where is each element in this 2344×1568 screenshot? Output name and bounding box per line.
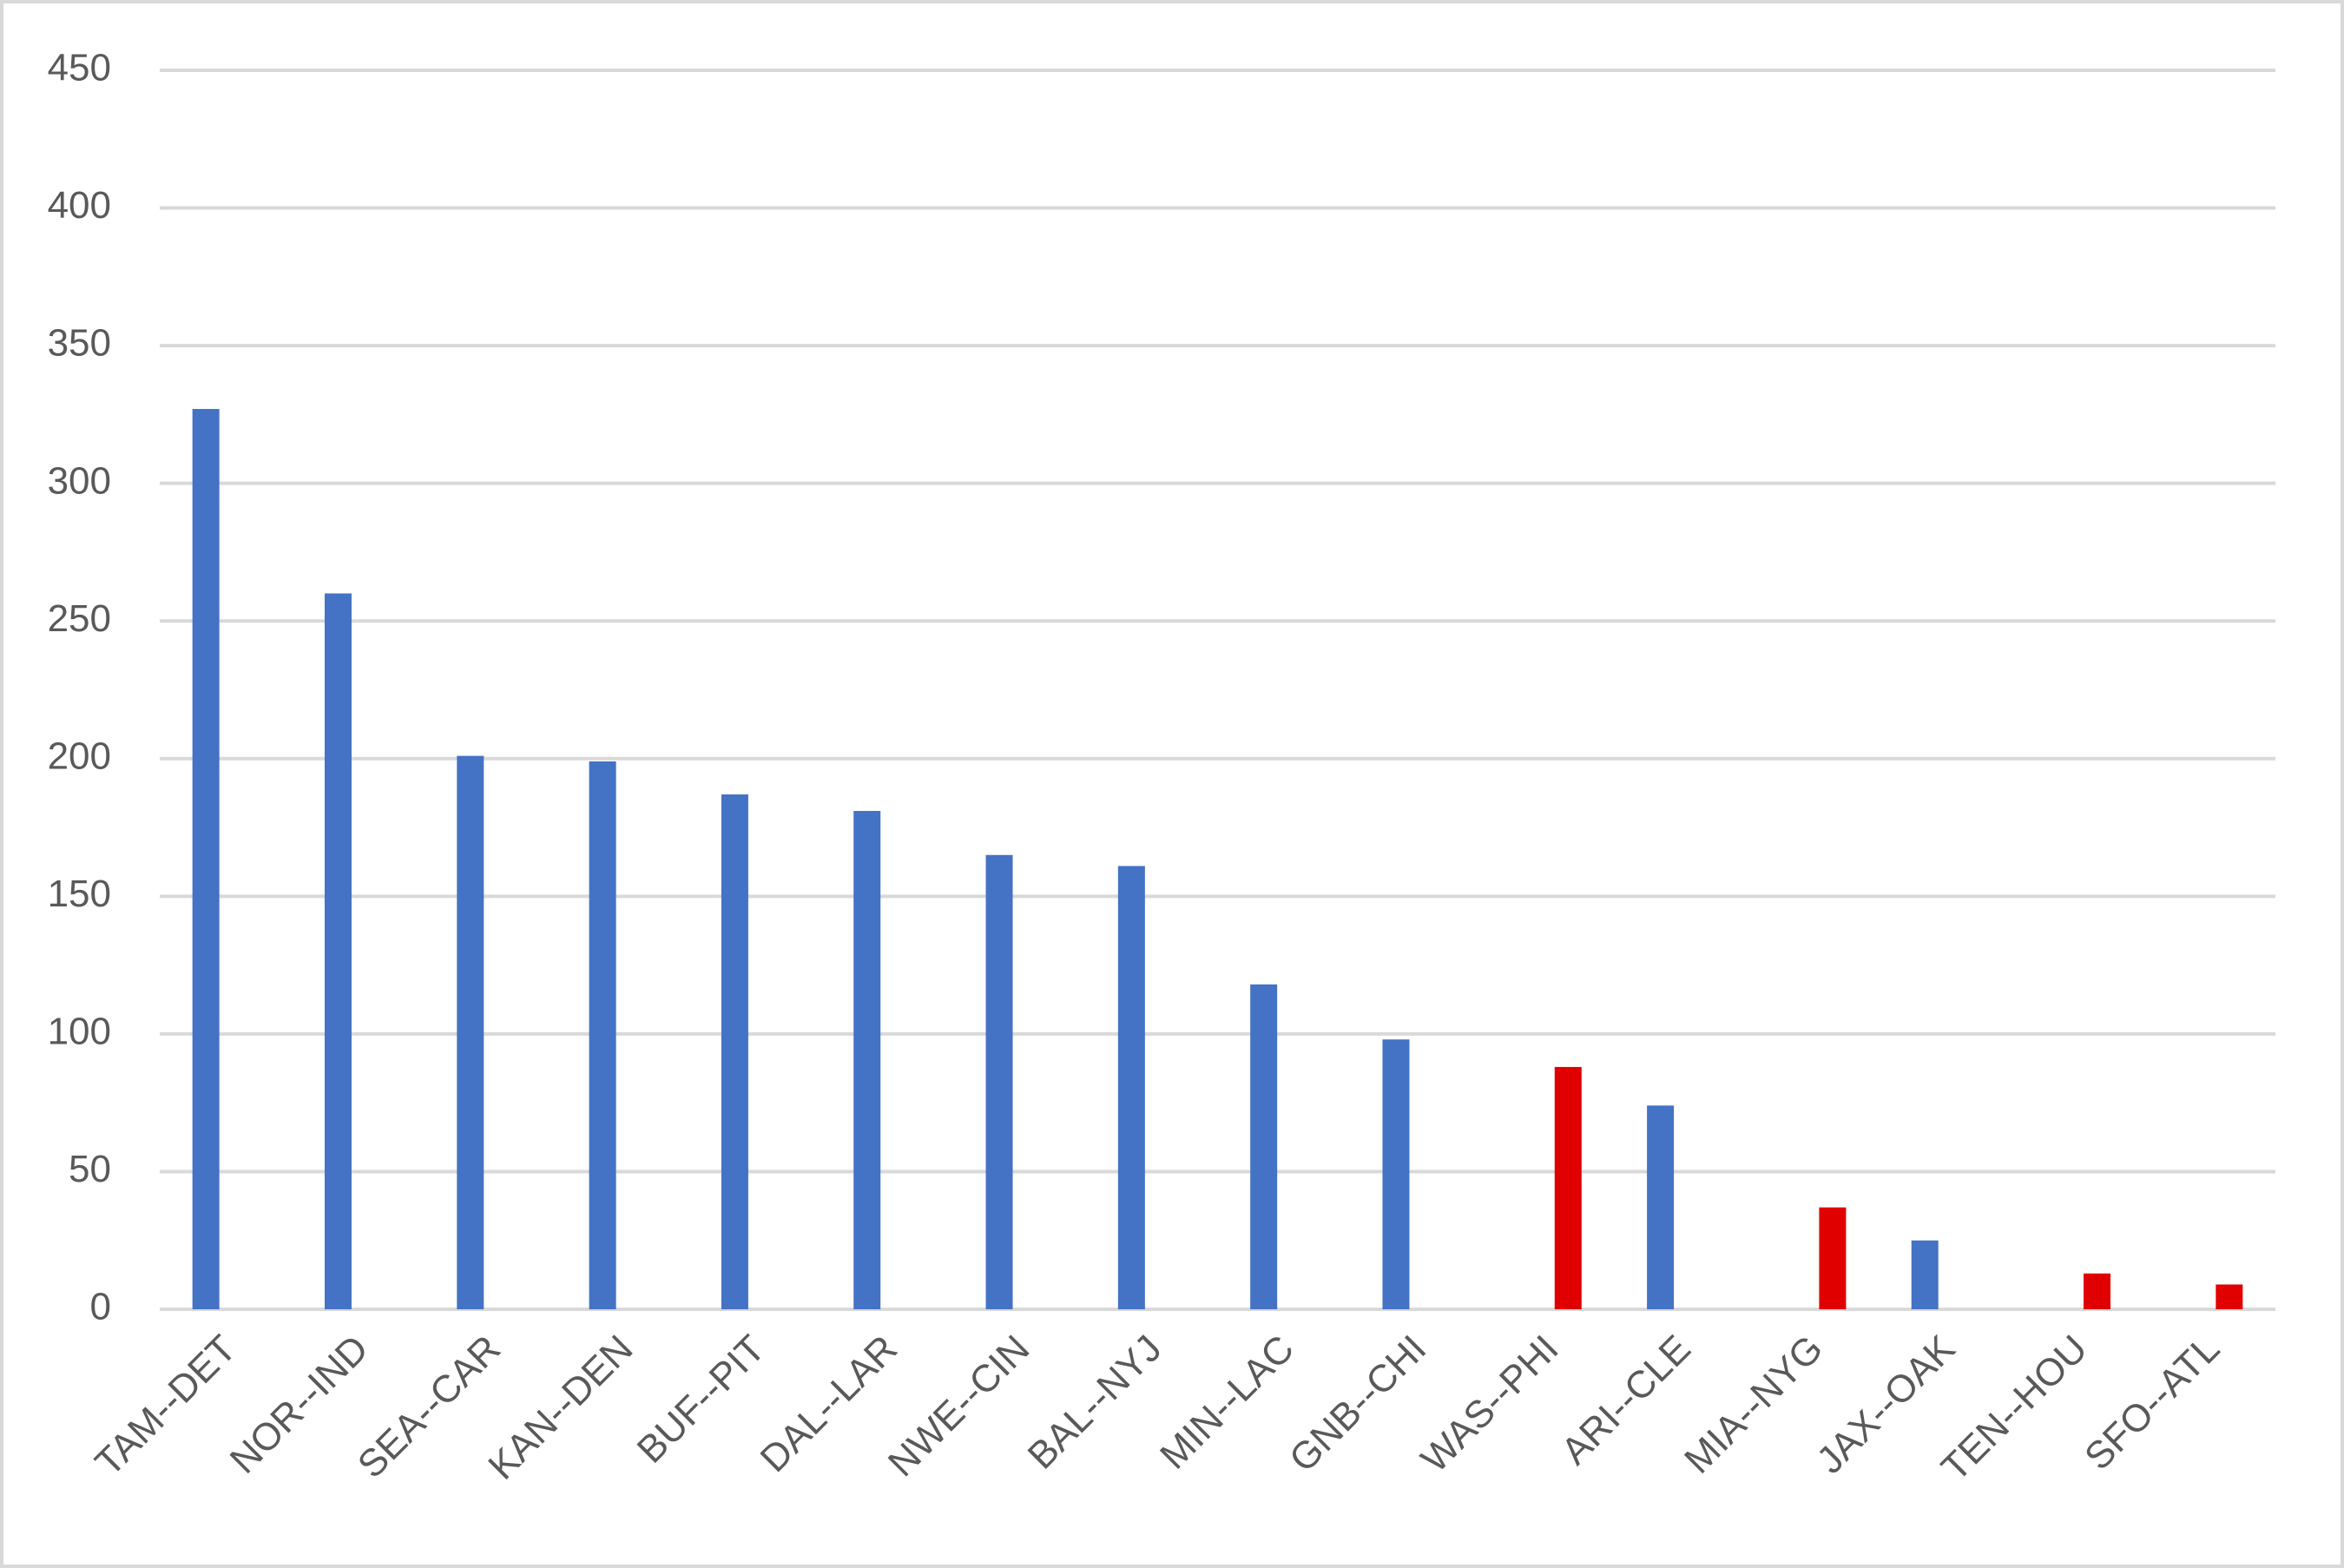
bar xyxy=(1819,1207,1847,1309)
y-tick-label: 50 xyxy=(69,1148,111,1190)
bar xyxy=(1250,984,1278,1309)
y-tick-label: 300 xyxy=(48,459,111,502)
bar xyxy=(2216,1284,2243,1309)
bar xyxy=(324,593,352,1309)
y-tick-label: 100 xyxy=(48,1011,111,1053)
bar xyxy=(1382,1039,1410,1309)
bar xyxy=(457,755,484,1309)
bar xyxy=(589,761,616,1309)
y-tick-label: 200 xyxy=(48,735,111,777)
y-tick-label: 0 xyxy=(90,1286,111,1328)
bar xyxy=(192,409,220,1310)
y-tick-label: 350 xyxy=(48,322,111,365)
bar xyxy=(853,811,881,1309)
bar xyxy=(1554,1066,1582,1309)
bar xyxy=(2084,1273,2111,1309)
y-tick-label: 150 xyxy=(48,873,111,915)
y-tick-label: 450 xyxy=(48,47,111,89)
bar xyxy=(1117,866,1145,1309)
bar xyxy=(1647,1105,1675,1309)
bar xyxy=(1911,1240,1939,1309)
y-tick-label: 250 xyxy=(48,597,111,640)
bar xyxy=(721,794,748,1309)
y-tick-label: 400 xyxy=(48,184,111,227)
bar xyxy=(985,854,1013,1309)
